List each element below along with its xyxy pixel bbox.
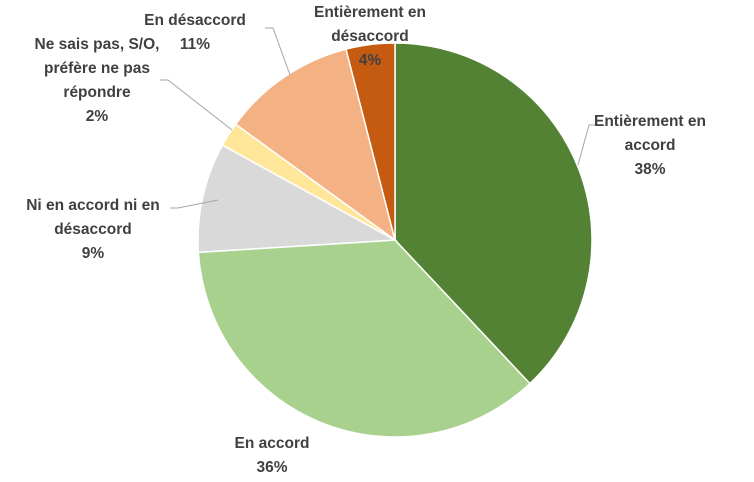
pie-slice	[197, 239, 531, 438]
data-label: Ne sais pas, S/O, préfère ne pas répondr…	[32, 33, 162, 129]
leader-line	[577, 124, 597, 166]
leader-line	[170, 199, 219, 209]
value-label: 2%	[85, 108, 109, 125]
data-label: Entièrement en accord 38%	[588, 110, 712, 182]
value-label: 36%	[256, 459, 288, 476]
value-label: 38%	[634, 161, 666, 178]
leader-line	[265, 27, 291, 76]
value-label: 11%	[179, 36, 211, 53]
pie-slice	[394, 42, 593, 385]
pie-slice	[197, 144, 398, 254]
category-label: En accord	[234, 435, 310, 452]
data-label: Entièrement en désaccord 4%	[300, 1, 440, 73]
category-label: En désaccord	[144, 12, 246, 29]
category-label: Ni en accord ni en désaccord	[26, 197, 160, 238]
value-label: 4%	[358, 52, 382, 69]
data-label: En accord 36%	[212, 432, 332, 480]
leader-line	[160, 79, 233, 131]
category-label: Entièrement en accord	[594, 113, 706, 154]
category-label: Ne sais pas, S/O, préfère ne pas répondr…	[34, 36, 160, 101]
pie-slice	[345, 42, 396, 241]
data-label: En désaccord 11%	[140, 9, 250, 57]
value-label: 9%	[81, 245, 105, 262]
category-label: Entièrement en désaccord	[314, 4, 426, 45]
pie-slice	[234, 48, 397, 242]
data-label: Ni en accord ni en désaccord 9%	[18, 194, 168, 266]
